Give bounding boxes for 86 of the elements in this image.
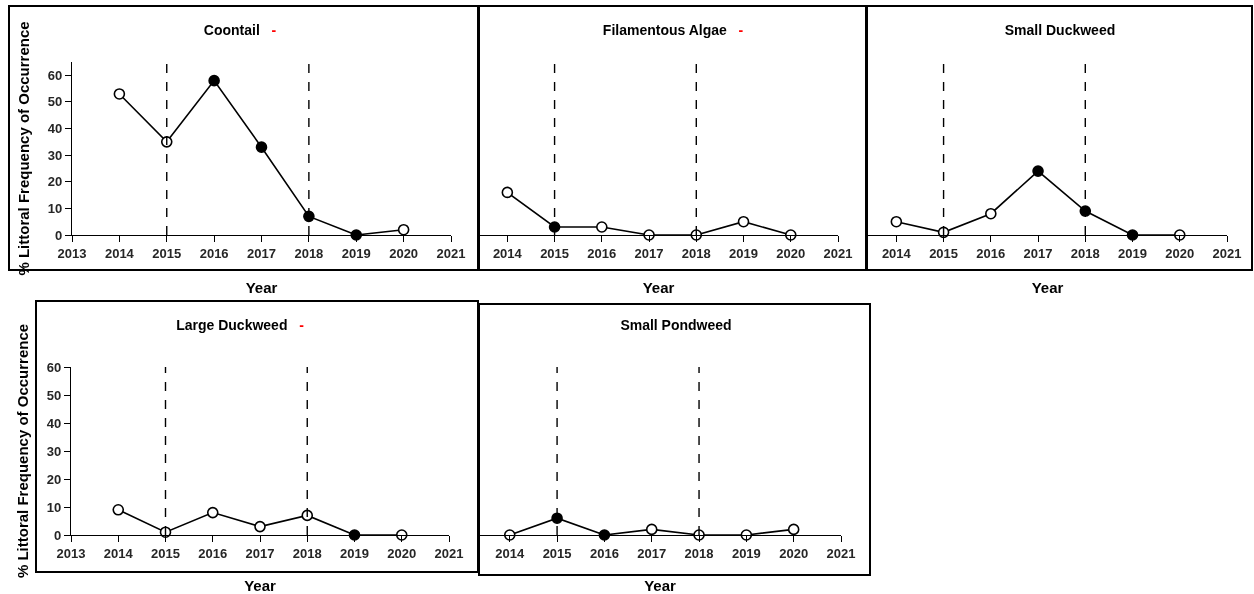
x-tick-label: 2017 <box>634 245 664 261</box>
y-tick-label: 30 <box>47 147 63 163</box>
x-axis-title: Year <box>245 278 278 296</box>
x-tick-label: 2021 <box>823 245 853 261</box>
point <box>255 141 268 153</box>
x-tick-label: 2019 <box>729 245 758 261</box>
x-tick-label: 2015 <box>929 245 959 261</box>
x-tick-label: 2013 <box>57 245 87 261</box>
y-tick-label: 10 <box>46 499 62 515</box>
x-tick-label: 2015 <box>152 245 182 261</box>
chart-title: Large Duckweed <box>176 316 288 333</box>
x-tick-label: 2018 <box>294 245 324 261</box>
chart-title: Filamentous Algae <box>602 21 727 38</box>
x-tick-label: 2019 <box>341 245 371 261</box>
y-axis-title: % Littoral Frequency of Occurrence <box>14 323 32 579</box>
y-tick-label: 40 <box>47 121 63 137</box>
x-axis-title: Year <box>644 577 677 594</box>
x-axis-title: Year <box>244 577 277 594</box>
x-tick-label: 2020 <box>779 545 809 561</box>
point <box>1032 165 1044 177</box>
x-tick-label: 2016 <box>587 245 617 261</box>
point <box>548 221 561 233</box>
y-tick-label: 60 <box>46 359 62 375</box>
point <box>985 207 997 220</box>
x-tick-label: 2016 <box>976 245 1006 261</box>
x-tick-label: 2015 <box>542 545 572 561</box>
x-tick-label: 2017 <box>1023 245 1053 261</box>
x-tick-label: 2016 <box>589 545 619 561</box>
y-tick-label: 10 <box>47 200 63 216</box>
y-tick-label: 0 <box>54 227 63 243</box>
point <box>254 520 266 533</box>
chart-title: Small Duckweed <box>1004 21 1116 38</box>
y-tick-label: 20 <box>47 174 63 190</box>
x-tick-label: 2021 <box>436 245 466 261</box>
x-tick-label: 2016 <box>199 245 229 261</box>
y-tick-label: 60 <box>47 67 63 83</box>
x-tick-label: 2014 <box>495 545 525 561</box>
x-tick-label: 2019 <box>731 545 761 561</box>
y-tick-label: 30 <box>46 443 62 459</box>
x-tick-label: 2014 <box>104 245 135 261</box>
y-tick-label: 40 <box>46 415 62 431</box>
x-tick-label: 2020 <box>1165 245 1195 261</box>
point <box>596 221 608 233</box>
x-tick-label: 2021 <box>1212 245 1242 261</box>
point <box>112 504 125 516</box>
x-tick-label: 2015 <box>540 245 570 261</box>
x-tick-label: 2020 <box>387 545 417 561</box>
x-tick-label: 2019 <box>340 545 369 561</box>
point <box>737 215 750 228</box>
point <box>301 509 314 522</box>
x-tick-label: 2014 <box>881 245 912 261</box>
point <box>206 506 219 519</box>
x-tick-label: 2020 <box>389 245 419 261</box>
chart-title: Small Pondweed <box>620 316 732 333</box>
point <box>397 223 410 236</box>
point <box>890 215 903 228</box>
chart-title: Coontail <box>203 21 260 38</box>
x-tick-label: 2021 <box>434 545 464 561</box>
point <box>501 186 514 199</box>
x-tick-label: 2018 <box>292 545 322 561</box>
point <box>208 74 220 87</box>
x-tick-label: 2017 <box>247 245 276 261</box>
x-tick-label: 2017 <box>245 545 275 561</box>
x-tick-label: 2016 <box>198 545 228 561</box>
x-tick-label: 2013 <box>56 545 86 561</box>
point <box>113 88 126 100</box>
x-tick-label: 2014 <box>103 545 134 561</box>
y-tick-label: 20 <box>46 471 62 487</box>
point <box>1079 205 1092 217</box>
x-axis-title: Year <box>642 278 675 296</box>
x-tick-label: 2018 <box>1070 245 1100 261</box>
x-tick-label: 2020 <box>776 245 806 261</box>
x-tick-label: 2019 <box>1118 245 1147 261</box>
text: - <box>738 21 744 38</box>
x-tick-label: 2018 <box>684 545 714 561</box>
text: - <box>271 21 277 38</box>
x-tick-label: 2015 <box>151 545 180 561</box>
x-tick-label: 2021 <box>826 545 856 561</box>
text: - <box>299 316 305 333</box>
y-tick-label: 50 <box>46 387 62 403</box>
x-axis-title: Year <box>1031 278 1064 296</box>
x-tick-label: 2017 <box>637 545 667 561</box>
y-tick-label: 0 <box>53 527 62 543</box>
x-tick-label: 2018 <box>681 245 711 261</box>
x-tick-label: 2014 <box>492 245 523 261</box>
y-tick-label: 50 <box>47 94 63 110</box>
